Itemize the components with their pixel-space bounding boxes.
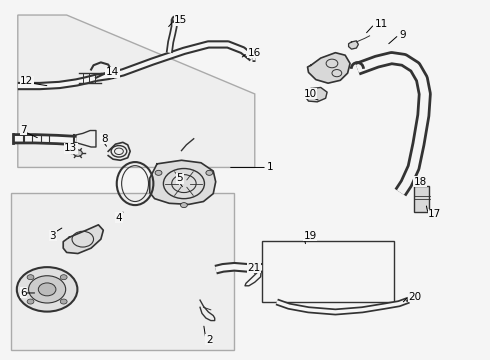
Text: 4: 4 — [116, 213, 122, 222]
Text: 21: 21 — [247, 263, 261, 273]
Text: 17: 17 — [428, 209, 441, 219]
Bar — [414, 186, 429, 212]
Text: 5: 5 — [176, 173, 183, 183]
Circle shape — [27, 275, 34, 280]
Circle shape — [180, 203, 187, 208]
Circle shape — [60, 275, 67, 280]
Circle shape — [17, 267, 77, 312]
Circle shape — [155, 170, 162, 175]
Text: 19: 19 — [304, 231, 317, 240]
Circle shape — [27, 299, 34, 304]
Polygon shape — [18, 15, 255, 167]
Polygon shape — [348, 41, 358, 49]
Text: 13: 13 — [64, 143, 77, 153]
Circle shape — [28, 276, 66, 303]
Bar — [262, 241, 394, 302]
Text: 10: 10 — [304, 89, 317, 99]
Circle shape — [206, 170, 213, 175]
Text: 16: 16 — [247, 48, 261, 58]
Text: 18: 18 — [414, 177, 427, 187]
Bar — [11, 193, 234, 350]
Text: 2: 2 — [206, 334, 213, 345]
Text: 14: 14 — [106, 67, 119, 77]
Polygon shape — [305, 87, 327, 102]
Polygon shape — [150, 160, 216, 204]
Polygon shape — [308, 53, 350, 83]
Circle shape — [38, 283, 56, 296]
Text: 12: 12 — [20, 76, 33, 86]
Circle shape — [74, 150, 82, 156]
Text: 3: 3 — [49, 231, 56, 240]
Text: 8: 8 — [101, 134, 107, 144]
Text: 11: 11 — [374, 19, 388, 29]
Circle shape — [60, 299, 67, 304]
Text: 15: 15 — [174, 15, 187, 26]
Text: 7: 7 — [20, 125, 27, 135]
Text: 20: 20 — [409, 292, 422, 302]
Polygon shape — [63, 225, 103, 253]
Text: 6: 6 — [20, 288, 27, 298]
Text: 9: 9 — [399, 30, 406, 40]
Text: 1: 1 — [267, 162, 273, 172]
